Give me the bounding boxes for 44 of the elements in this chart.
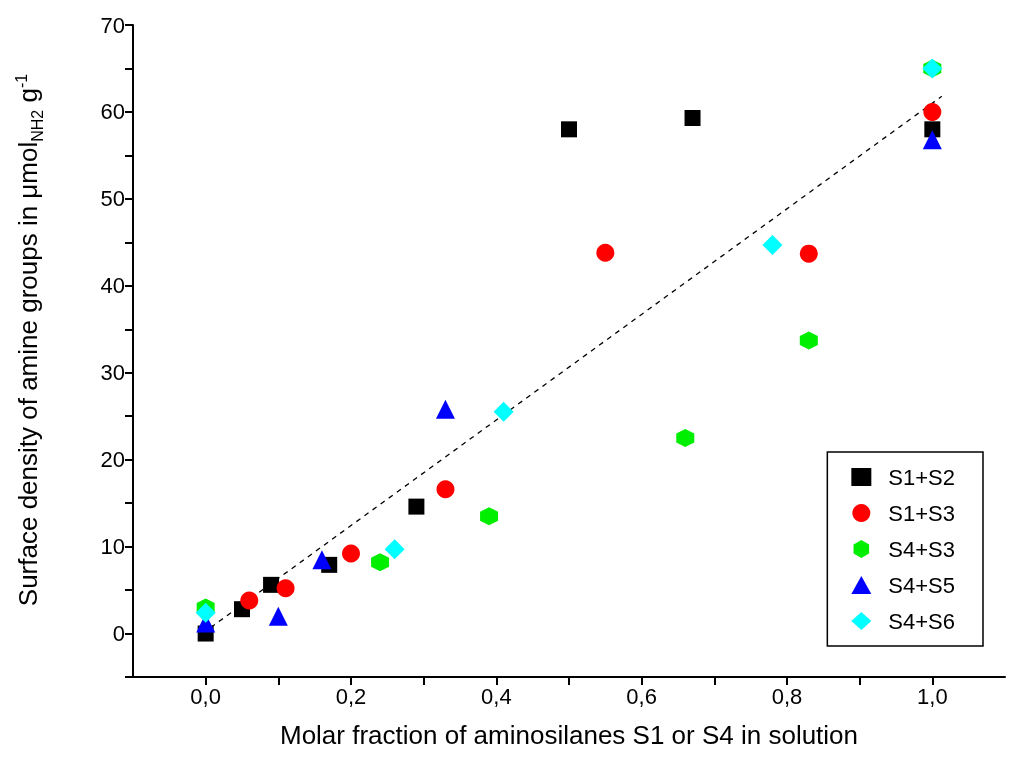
- y-tick-label: 0: [112, 621, 125, 647]
- y-tick-label: 50: [100, 186, 125, 212]
- point: [493, 401, 514, 422]
- point: [762, 234, 783, 255]
- point: [195, 602, 216, 623]
- x-tick-label: 0,2: [335, 683, 367, 709]
- point: [924, 121, 941, 138]
- legend-label: S4+S5: [888, 572, 956, 598]
- point: [923, 102, 942, 121]
- x-tick-label: 0,0: [190, 683, 221, 709]
- point: [435, 399, 455, 419]
- point: [799, 244, 818, 263]
- point: [922, 130, 942, 150]
- point: [799, 331, 818, 350]
- y-tick-label: 70: [100, 12, 125, 38]
- point: [676, 428, 695, 447]
- legend-label: S4+S3: [888, 536, 956, 562]
- x-tick-label: 0,8: [771, 683, 803, 709]
- point: [408, 498, 425, 515]
- point: [342, 544, 360, 563]
- point: [371, 553, 390, 572]
- y-tick-label: 30: [100, 360, 125, 386]
- legend-label: S4+S6: [888, 608, 956, 634]
- point: [436, 480, 455, 499]
- legend-label: S1+S3: [888, 500, 956, 526]
- point: [480, 507, 499, 526]
- point: [596, 243, 615, 262]
- point: [276, 579, 295, 598]
- point: [561, 121, 577, 138]
- point: [268, 606, 288, 626]
- y-tick-label: 40: [100, 273, 125, 299]
- x-tick-label: 1,0: [917, 683, 948, 709]
- legend-label: S1+S2: [888, 464, 956, 490]
- point: [263, 576, 280, 593]
- point: [684, 110, 701, 127]
- x-tick-label: 0,4: [481, 683, 512, 709]
- y-tick-label: 60: [100, 99, 125, 125]
- x-axis-title: Molar fraction of aminosilanes S1 or S4 in solution: [279, 720, 859, 750]
- x-tick-label: 0,6: [626, 683, 657, 709]
- y-tick-label: 20: [100, 447, 125, 473]
- point: [240, 591, 259, 610]
- y-tick-label: 10: [100, 534, 125, 560]
- point: [312, 550, 332, 570]
- point: [384, 539, 405, 560]
